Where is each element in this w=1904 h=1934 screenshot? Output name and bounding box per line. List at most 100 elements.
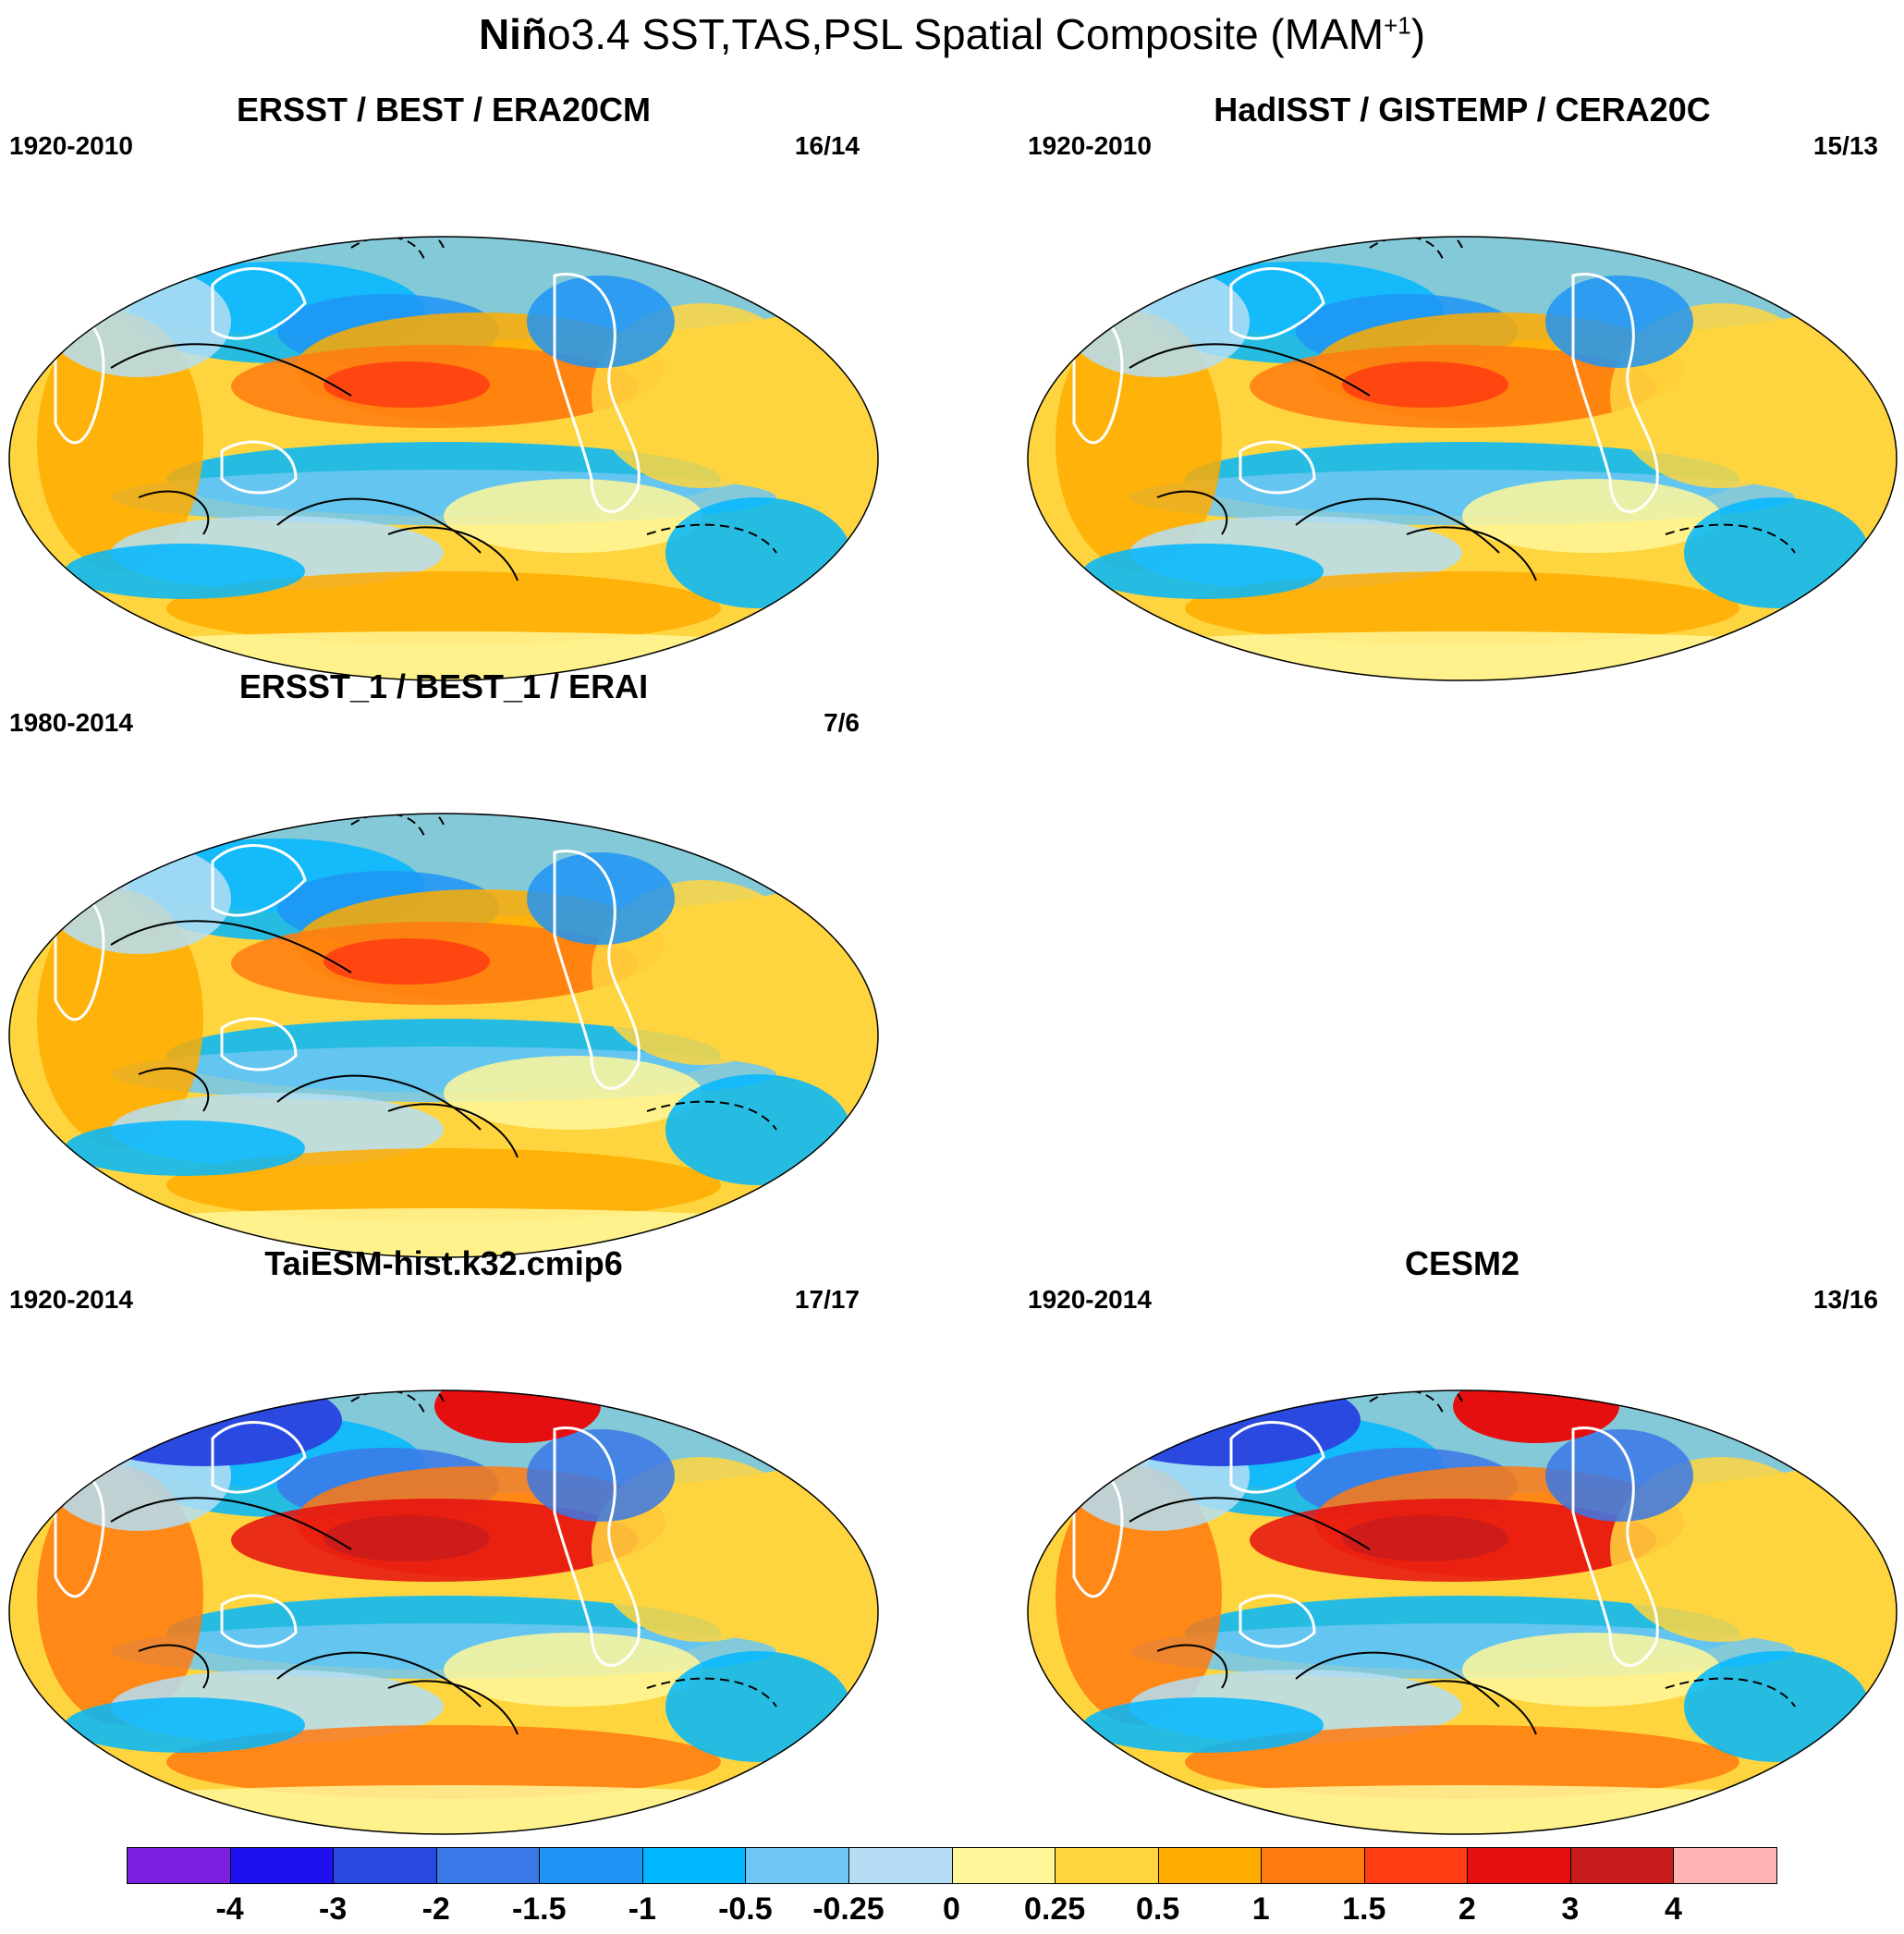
event-count-label: 15/13 [1812, 131, 1878, 160]
psl-contour [646, 523, 777, 554]
psl-contour [276, 1074, 482, 1131]
anomaly-region [1185, 1725, 1739, 1799]
panel-title: CESM2 [1404, 1244, 1520, 1282]
anomaly-region [1342, 1515, 1508, 1561]
colorbar-swatch [1569, 1847, 1675, 1884]
colorbar-swatch [435, 1847, 541, 1884]
colorbar-swatch [1055, 1847, 1159, 1884]
coastline [1229, 1421, 1325, 1494]
coastline [553, 1426, 641, 1667]
colorbar-swatch [1363, 1847, 1469, 1884]
psl-contour [1665, 523, 1796, 554]
coastline [211, 267, 307, 340]
psl-contour [138, 1067, 210, 1112]
colorbar-tick-label: -4 [215, 1891, 244, 1927]
anomaly-region [1028, 631, 1897, 680]
psl-contour [1406, 526, 1537, 581]
anomaly-region [527, 1429, 675, 1522]
anomaly-region [1684, 1651, 1869, 1762]
psl-contour [1591, 237, 1814, 258]
map-border [1027, 1389, 1898, 1835]
psl-contour [138, 1644, 210, 1689]
coastline [211, 1421, 307, 1494]
panel-title: ERSST / BEST / ERA20CM [236, 91, 652, 129]
anomaly-region [1056, 1466, 1222, 1725]
colorbar-tick-label: -1.5 [511, 1891, 567, 1927]
anomaly-region [1462, 479, 1721, 553]
psl-contour [1295, 497, 1500, 554]
coastline [220, 1594, 298, 1648]
anomaly-region [1056, 312, 1222, 571]
psl-contour [1295, 1651, 1500, 1708]
anomaly-region [527, 852, 675, 945]
psl-contour [1406, 1680, 1537, 1735]
coastline [1571, 273, 1659, 513]
coastline [220, 440, 298, 495]
colorbar-swatch [641, 1847, 747, 1884]
psl-contour [572, 814, 796, 835]
coastline [1239, 440, 1316, 495]
figure-title: Niño3.4 SST,TAS,PSL Spatial Composite (M… [478, 10, 1426, 58]
psl-contour [1156, 1644, 1228, 1689]
coastline [220, 1017, 298, 1071]
colorbar-tick-label: 3 [1561, 1891, 1580, 1927]
anomaly-region [1083, 1390, 1361, 1466]
anomaly-region [65, 1390, 342, 1466]
anomaly-region [1342, 361, 1508, 408]
colorbar-tick-label: -3 [319, 1891, 348, 1927]
psl-contour [276, 497, 482, 554]
colorbar-tick-label: 1.5 [1342, 1891, 1386, 1927]
psl-contour [138, 490, 210, 535]
colorbar-swatch [1157, 1847, 1263, 1884]
anomaly-region [37, 1466, 203, 1725]
anomaly-region [46, 266, 231, 377]
composite-map [1027, 236, 1898, 681]
psl-contour [276, 1651, 482, 1708]
composite-map [8, 813, 879, 1258]
anomaly-region [1462, 1633, 1721, 1707]
panel-title: HadISST / GISTEMP / CERA20C [1214, 91, 1711, 129]
event-count-label: 7/6 [824, 708, 860, 737]
map-border [8, 1389, 879, 1835]
colorbar-tick-label: -1 [628, 1891, 656, 1927]
colorbar-swatch [229, 1847, 335, 1884]
psl-contour [110, 343, 352, 397]
coastline [1571, 1426, 1659, 1667]
anomaly-region [323, 361, 490, 408]
panel-title: TaiESM-hist.k32.cmip6 [264, 1244, 623, 1282]
anomaly-region [65, 1120, 305, 1176]
composite-map [8, 1389, 879, 1835]
colorbar-swatch [745, 1847, 849, 1884]
colorbar-swatch [333, 1847, 437, 1884]
colorbar-swatch [1467, 1847, 1571, 1884]
event-count-label: 13/16 [1812, 1285, 1878, 1314]
colorbar [127, 1847, 1777, 1886]
psl-contour [387, 1103, 519, 1158]
colorbar-tick-label: 0 [943, 1891, 960, 1927]
anomaly-region [37, 889, 203, 1148]
anomaly-region [1083, 544, 1324, 599]
map-panel-taiesm: TaiESM-hist.k32.cmip6 1920-2014 17/17 [0, 1244, 887, 1836]
colorbar-tick-label: -2 [421, 1891, 450, 1927]
anomaly-region [1453, 1390, 1619, 1443]
colorbar-swatch [1261, 1847, 1365, 1884]
anomaly-region [444, 1056, 702, 1130]
psl-contour [1129, 1497, 1371, 1550]
period-label: 1920-2010 [9, 131, 133, 160]
colorbar-tick-label: 0.25 [1023, 1891, 1086, 1927]
colorbar-swatch [127, 1847, 231, 1884]
colorbar-swatch [848, 1847, 953, 1884]
colorbar-tick-label: 4 [1664, 1891, 1682, 1927]
colorbar-tick-label: -0.5 [718, 1891, 773, 1927]
map-panel-ersst1-best1-erai: ERSST_1 / BEST_1 / ERAI 1980-2014 7/6 [0, 667, 887, 1259]
psl-contour [1665, 1677, 1796, 1708]
psl-contour [387, 1680, 519, 1735]
map-border [8, 236, 879, 681]
coastline [1239, 1594, 1316, 1648]
colorbar-tick-label: 1 [1251, 1891, 1270, 1927]
anomaly-region [665, 1074, 850, 1185]
anomaly-region [1028, 1785, 1897, 1834]
psl-contour [646, 1100, 777, 1131]
anomaly-region [444, 1633, 702, 1707]
coastline [1229, 267, 1325, 340]
